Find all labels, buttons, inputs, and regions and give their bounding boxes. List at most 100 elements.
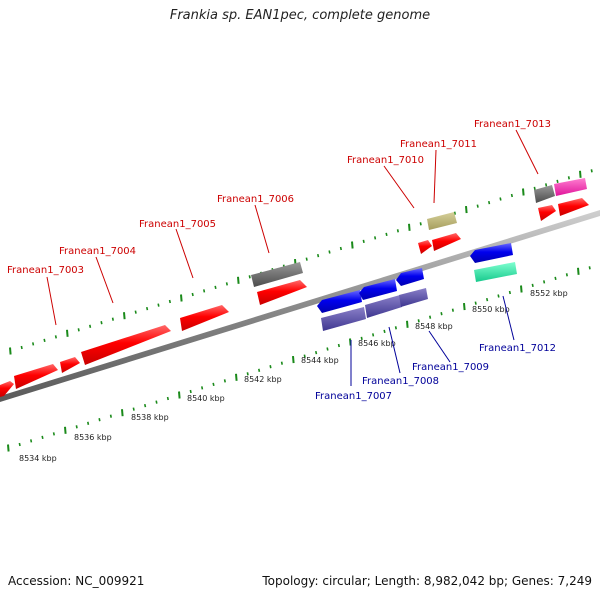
gene-label[interactable]: Franean1_7003 [7, 265, 84, 276]
minor-tick [146, 306, 149, 311]
minor-tick [383, 329, 386, 334]
minor-tick [41, 435, 44, 440]
leader-line [502, 295, 515, 341]
gene-block[interactable] [365, 295, 402, 318]
minor-tick [545, 183, 548, 187]
gene-label[interactable]: Franean1_7013 [474, 119, 551, 130]
minor-tick [225, 282, 228, 286]
gene-labels: Franean1_7003 Franean1_7004 Franean1_700… [7, 119, 556, 402]
gene-arrow[interactable] [0, 381, 14, 397]
leader-line [388, 326, 401, 374]
gene-block[interactable] [554, 178, 587, 196]
gene-arrow[interactable] [317, 290, 362, 313]
leader-line [428, 330, 451, 363]
scale-label: 8540 kbp [187, 394, 225, 403]
minor-tick [510, 193, 513, 198]
genome-summary-text: Topology: circular; Length: 8,982,042 bp… [262, 574, 592, 588]
minor-tick [328, 250, 331, 254]
scale-label: 8552 kbp [530, 289, 568, 298]
scale-label: 8534 kbp [19, 454, 57, 463]
major-tick [180, 294, 183, 302]
gene-arrow[interactable] [60, 357, 80, 373]
minor-tick [77, 328, 80, 332]
major-tick [522, 188, 525, 196]
major-tick [178, 391, 181, 399]
page-title: Frankia sp. EAN1pec, complete genome [169, 8, 431, 23]
scale-label: 8550 kbp [472, 305, 510, 314]
gene-block[interactable] [474, 262, 517, 282]
minor-tick [89, 324, 92, 328]
minor-tick [315, 350, 318, 355]
minor-tick [100, 321, 103, 325]
minor-tick [248, 275, 251, 279]
gene-label[interactable]: Franean1_7010 [347, 155, 424, 166]
minor-tick [499, 197, 502, 201]
lower-scale-ticks [7, 266, 591, 452]
gene-arrow[interactable] [257, 280, 307, 305]
major-tick [577, 267, 580, 275]
scale-label: 8544 kbp [301, 356, 339, 365]
minor-tick [214, 285, 217, 290]
gene-block[interactable] [534, 185, 555, 203]
minor-tick [556, 179, 559, 184]
minor-tick [339, 246, 342, 251]
minor-tick [20, 345, 23, 350]
minor-tick [246, 372, 249, 376]
gene-arrow[interactable] [359, 279, 397, 300]
plus-strand-features [0, 178, 589, 397]
minor-tick [258, 368, 261, 372]
minor-tick [280, 361, 283, 365]
gene-block[interactable] [251, 262, 303, 287]
minor-tick [360, 336, 363, 341]
major-tick [465, 206, 468, 214]
minor-tick [337, 343, 340, 348]
minor-tick [533, 186, 536, 191]
gene-label[interactable]: Franean1_7008 [362, 376, 439, 387]
minor-tick [132, 407, 135, 411]
minor-tick [189, 389, 192, 394]
scale-labels: 8534 kbp 8536 kbp 8538 kbp 8540 kbp 8542… [19, 289, 568, 463]
gene-arrow[interactable] [558, 198, 589, 216]
scale-label: 8546 kbp [358, 339, 396, 348]
gene-arrow[interactable] [538, 205, 556, 221]
gene-arrow[interactable] [81, 325, 171, 365]
scale-label: 8542 kbp [244, 375, 282, 384]
minor-tick [588, 266, 591, 270]
gene-arrow[interactable] [418, 240, 432, 254]
gene-label[interactable]: Franean1_7006 [217, 194, 294, 205]
leader-line [383, 165, 415, 209]
minor-tick [474, 301, 477, 305]
minor-tick [134, 310, 137, 314]
gene-arrow[interactable] [14, 364, 58, 389]
gene-label[interactable]: Franean1_7011 [400, 139, 477, 150]
gene-block[interactable] [399, 288, 428, 307]
major-tick [64, 426, 67, 434]
minor-tick [497, 294, 500, 298]
minor-tick [429, 315, 432, 319]
minor-tick [372, 333, 375, 337]
minor-tick [144, 403, 147, 408]
gene-label[interactable]: Franean1_7007 [315, 391, 392, 402]
gene-block[interactable] [427, 212, 457, 230]
minor-tick [109, 414, 112, 418]
gene-block[interactable] [321, 307, 366, 331]
gene-label[interactable]: Franean1_7012 [479, 343, 556, 354]
minor-tick [451, 308, 454, 312]
gene-label[interactable]: Franean1_7009 [412, 362, 489, 373]
minor-tick [75, 425, 78, 429]
gene-label[interactable]: Franean1_7005 [139, 219, 216, 230]
minor-tick [212, 382, 215, 387]
minor-tick [201, 386, 204, 390]
scale-label: 8548 kbp [415, 322, 453, 331]
gene-arrow[interactable] [470, 243, 513, 263]
minor-tick [52, 432, 55, 436]
major-tick [351, 241, 354, 249]
gene-arrow[interactable] [432, 233, 461, 251]
gene-arrow[interactable] [180, 305, 229, 331]
gene-label[interactable]: Franean1_7004 [59, 246, 136, 257]
minor-tick [32, 342, 35, 346]
major-tick [235, 373, 238, 381]
accession-text: Accession: NC_009921 [8, 574, 145, 588]
gene-arrow[interactable] [396, 268, 424, 286]
